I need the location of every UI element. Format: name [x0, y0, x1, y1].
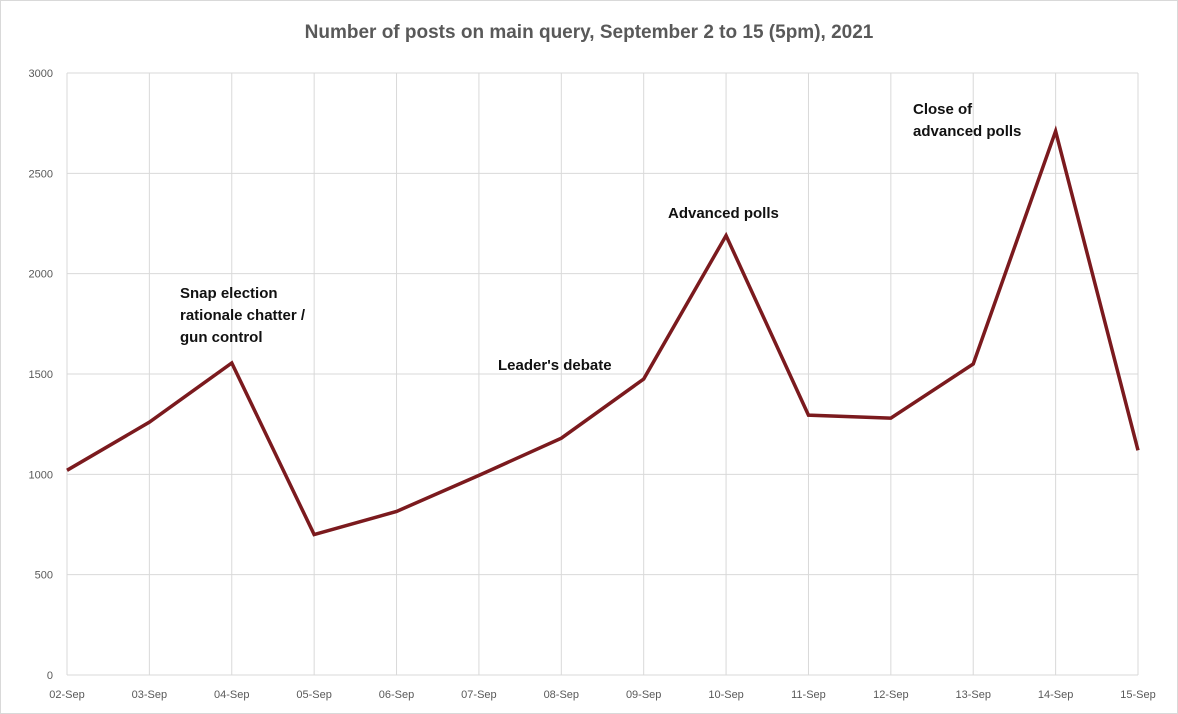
series-line [66, 125, 1140, 537]
y-tick-label: 3000 [29, 68, 53, 80]
annotation-line: Advanced polls [668, 205, 779, 222]
annotation-line: advanced polls [913, 123, 1021, 140]
x-tick-label: 07-Sep [461, 689, 496, 701]
annotation-label: Leader's debate [498, 357, 612, 374]
annotation-label: Close of advanced polls [913, 101, 1021, 140]
x-tick-label: 06-Sep [379, 689, 414, 701]
x-tick-label: 12-Sep [873, 689, 908, 701]
x-tick-label: 05-Sep [296, 689, 331, 701]
x-tick-label: 13-Sep [955, 689, 990, 701]
y-tick-label: 1000 [29, 469, 53, 481]
chart-title: Number of posts on main query, September… [304, 22, 874, 43]
annotations: Snap election rationale chatter / gun cont… [180, 101, 1021, 374]
y-tick-label: 2000 [29, 269, 53, 281]
x-tick-label: 02-Sep [49, 689, 84, 701]
annotation-line: rationale chatter / [180, 307, 306, 324]
x-tick-label: 10-Sep [708, 689, 743, 701]
y-tick-label: 2500 [29, 168, 53, 180]
y-tick-label: 0 [47, 670, 53, 682]
y-tick-label: 500 [35, 570, 53, 582]
axis-labels: 0 500 1000 1500 2000 2500 3000 02-Sep 03-Sep 04-S… [29, 68, 1156, 701]
x-tick-label: 08-Sep [544, 689, 579, 701]
annotation-line: Leader's debate [498, 357, 612, 374]
x-tick-label: 03-Sep [132, 689, 167, 701]
annotation-label: Advanced polls [668, 205, 779, 222]
x-tick-label: 15-Sep [1120, 689, 1155, 701]
annotation-line: Snap election [180, 285, 278, 302]
x-tick-label: 11-Sep [791, 689, 826, 701]
annotation-label: Snap election rationale chatter / gun cont… [180, 285, 306, 346]
annotation-line: Close of [913, 101, 973, 118]
x-tick-label: 09-Sep [626, 689, 661, 701]
x-tick-label: 04-Sep [214, 689, 249, 701]
series-layer [66, 125, 1140, 537]
x-tick-label: 14-Sep [1038, 689, 1073, 701]
gridlines [66, 72, 1139, 676]
y-tick-label: 1500 [29, 369, 53, 381]
annotation-line: gun control [180, 329, 263, 346]
